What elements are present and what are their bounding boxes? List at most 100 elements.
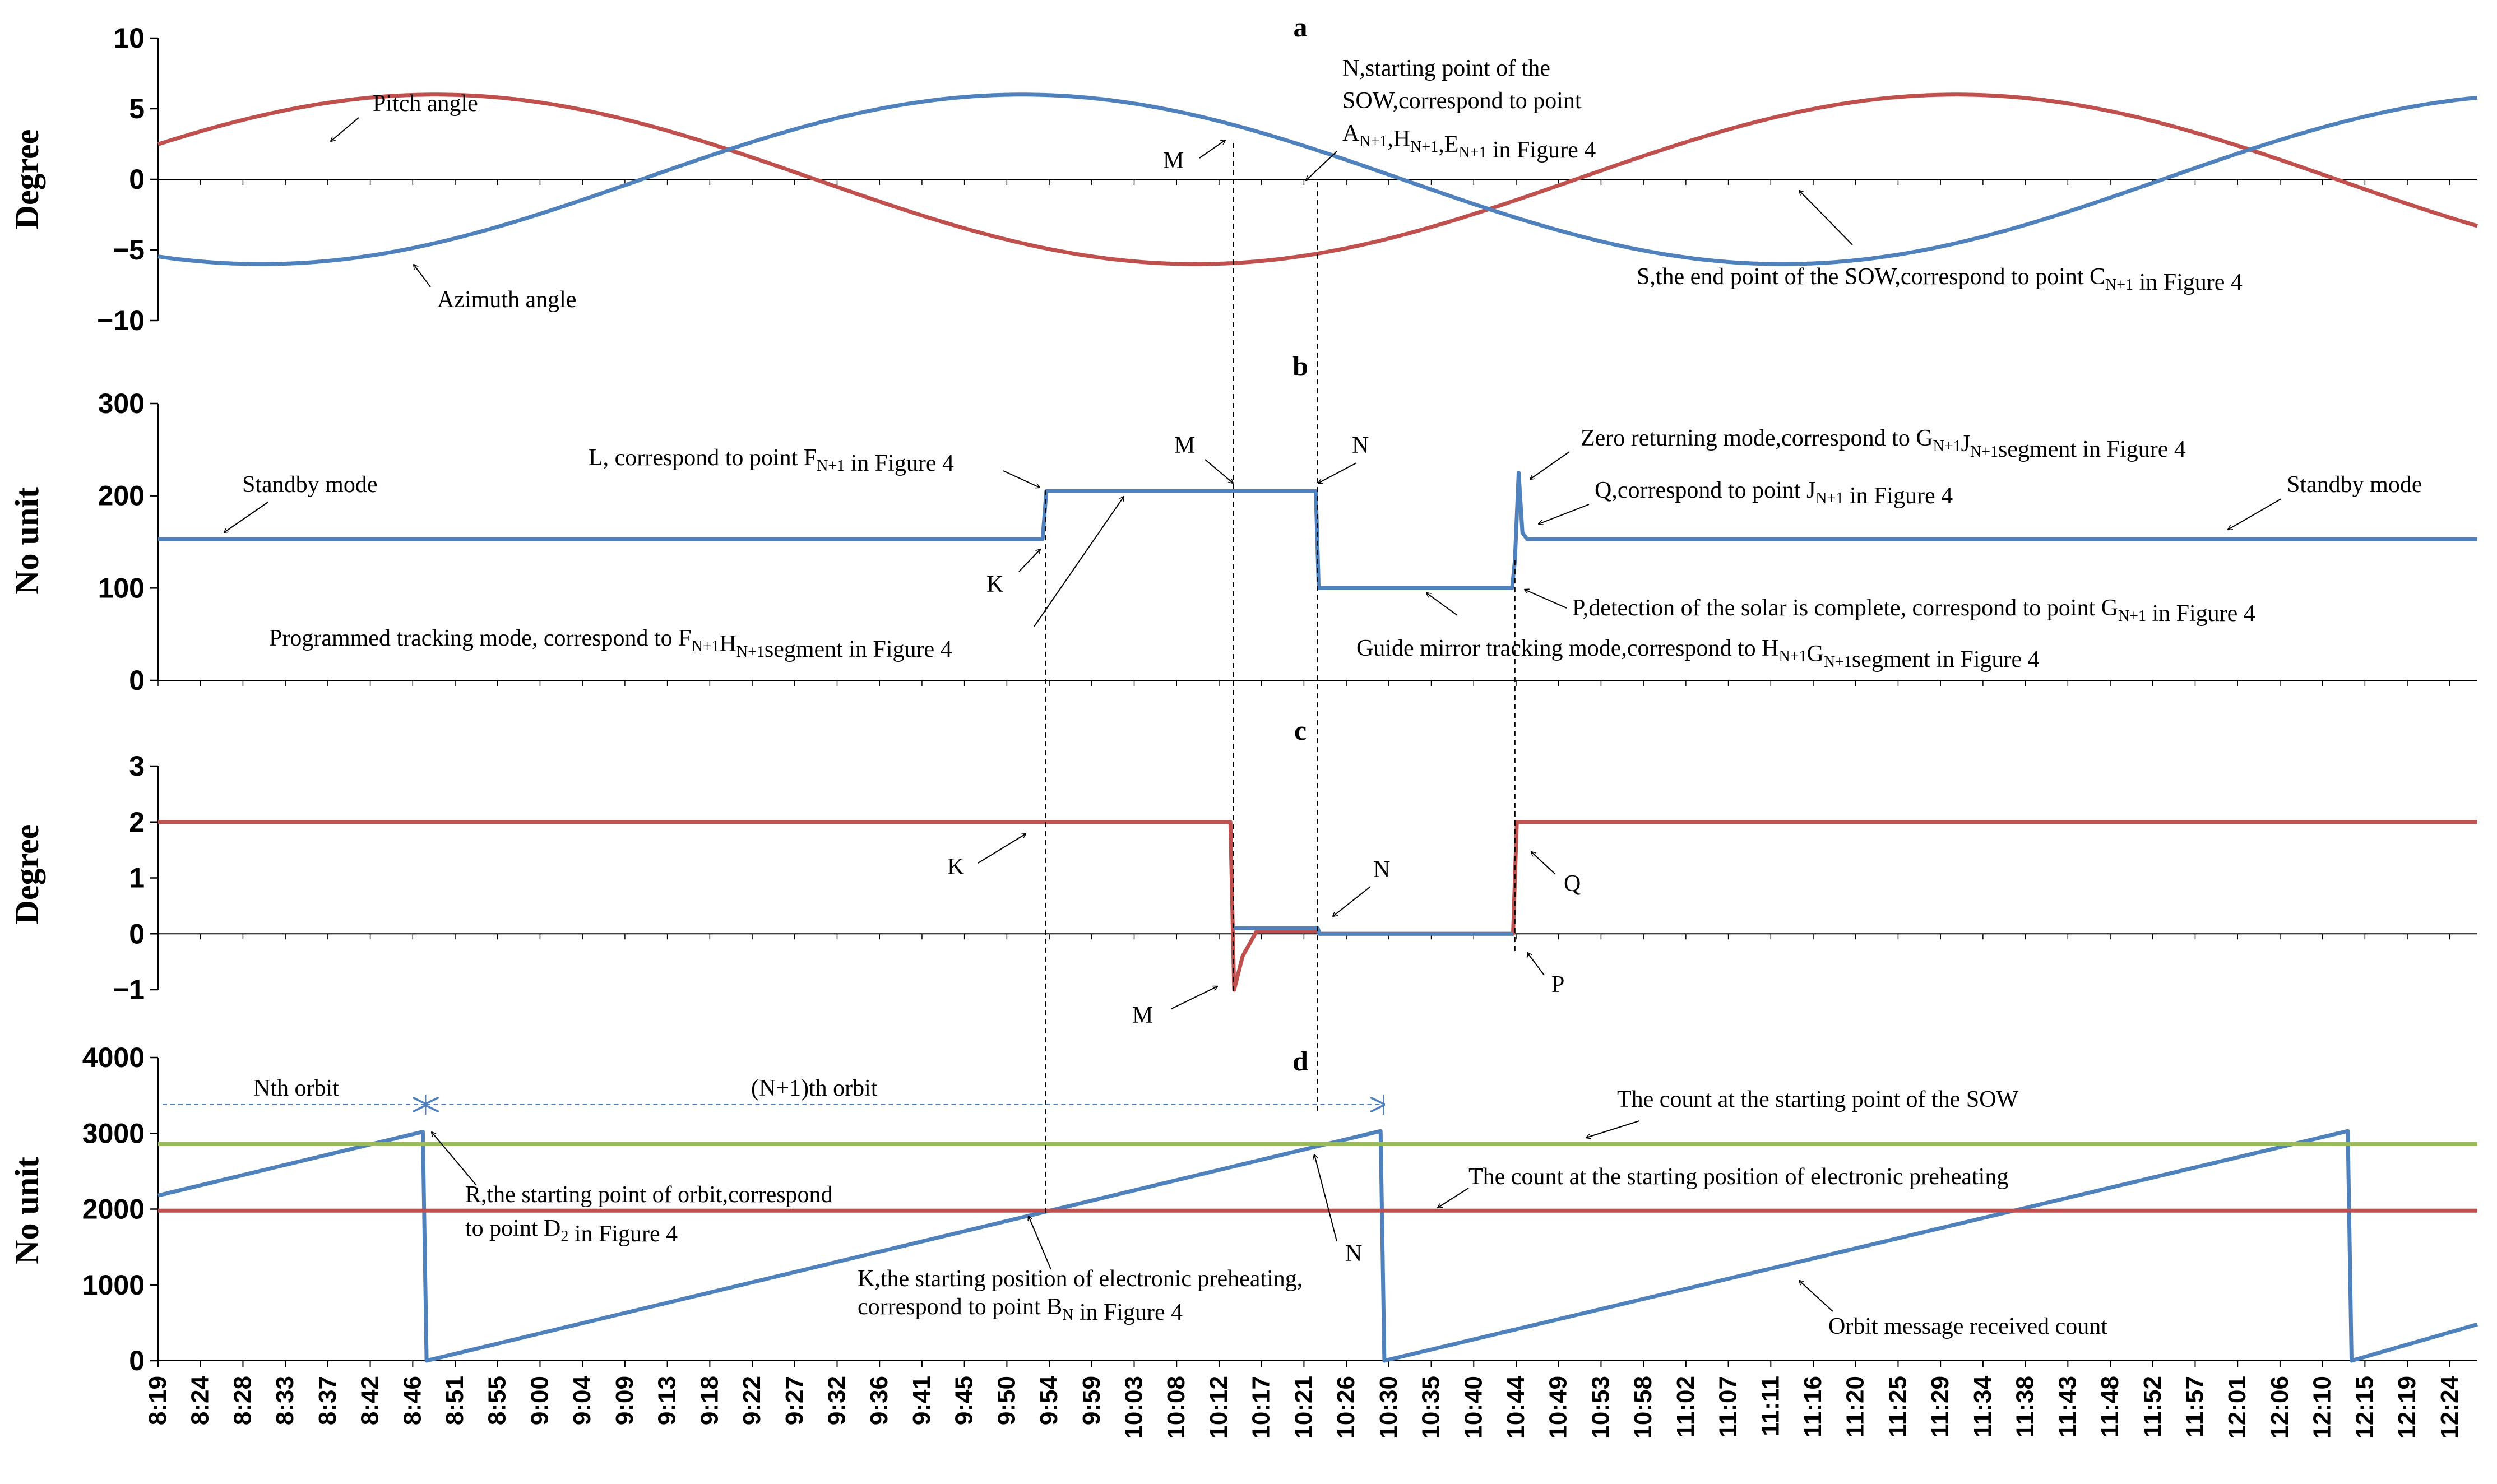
x-tick-label: 8:19 <box>144 1376 172 1425</box>
annotation-subscript: N+1 <box>2105 276 2133 294</box>
annotation-d-n1th: (N+1)th orbit <box>751 1075 878 1101</box>
x-tick-label: 9:59 <box>1078 1376 1105 1425</box>
annotation-arrow-d-sow <box>1586 1120 1640 1138</box>
annotation-subscript: N+1 <box>736 643 765 661</box>
panel-c-ylabel: Degree <box>8 824 45 925</box>
annotation-arrow-a-m <box>1199 140 1225 159</box>
x-tick-label: 10:30 <box>1375 1376 1402 1439</box>
panel-c: −1 0 1 2 3 Degree c K N Q M P <box>8 715 2477 1028</box>
x-tick-label: 12:10 <box>2309 1376 2336 1439</box>
x-tick-label: 9:18 <box>696 1376 723 1425</box>
annotation-b-q: Q,correspond to point JN+1 in Figure 4 <box>1595 477 1953 509</box>
annotation-text-part: Q <box>1564 871 1581 897</box>
panel-b: 0 100 200 300 No unit b Standby mode L, corresp… <box>8 350 2477 696</box>
annotation-text-part: N <box>1373 857 1390 883</box>
annotation-arrow-b-standby1 <box>224 502 268 532</box>
annotation-subscript: N+1 <box>1778 648 1806 665</box>
x-tick-label: 8:37 <box>314 1376 341 1425</box>
y-tick-label: −10 <box>97 305 145 336</box>
annotation-a-n: N,starting point of the <box>1342 55 1550 81</box>
annotation-subscript: N+1 <box>2118 607 2146 625</box>
x-tick-label: 11:48 <box>2096 1376 2124 1437</box>
x-tick-label: 11:20 <box>1842 1376 1869 1437</box>
annotation-arrow-b-guide <box>1426 593 1458 616</box>
annotation-arrow-a-n <box>1306 151 1337 180</box>
x-tick-label: 10:17 <box>1248 1376 1275 1439</box>
annotation-text-part: ,E <box>1438 132 1458 157</box>
x-tick-label: 12:19 <box>2393 1376 2421 1439</box>
x-tick-label: 8:55 <box>484 1376 511 1425</box>
annotation-arrow-a-azimuth <box>414 265 431 287</box>
y-tick-label: 3 <box>129 750 145 782</box>
y-tick-label: −1 <box>113 974 145 1005</box>
x-tick-label: 9:45 <box>951 1376 978 1425</box>
x-tick-label: 11:29 <box>1926 1376 1954 1437</box>
x-tick-label: 9:36 <box>865 1376 893 1425</box>
y-tick-label: 1000 <box>82 1269 145 1301</box>
annotation-subscript: N+1 <box>1970 443 1998 461</box>
annotation-arrow-a-pitch <box>331 117 359 141</box>
annotation-subscript: N+1 <box>1359 133 1387 150</box>
annotation-text-part: Azimuth angle <box>437 287 576 313</box>
annotation-b-guide: Guide mirror tracking mode,correspond to… <box>1356 636 2040 673</box>
annotation-b-standby2: Standby mode <box>2287 472 2422 498</box>
annotation-arrow-d-k <box>1029 1216 1051 1270</box>
annotation-text-part: Pitch angle <box>373 91 478 117</box>
annotation-text-part: P,detection of the solar is complete, co… <box>1572 595 2118 621</box>
x-tick-label: 8:33 <box>271 1376 299 1425</box>
annotation-arrow-b-k <box>1018 549 1040 572</box>
panel-a-ylabel: Degree <box>8 129 45 230</box>
annotation-text-part: N <box>1345 1241 1362 1267</box>
annotation-arrow-c-k <box>978 834 1026 864</box>
annotation-text-part: H <box>720 631 736 657</box>
series-orbit-message-received-count <box>157 1129 2478 1363</box>
y-tick-label: 10 <box>113 22 145 54</box>
x-tick-label: 9:27 <box>781 1376 808 1425</box>
annotation-subscript: N <box>1062 1306 1073 1324</box>
annotation-subscript: N+1 <box>1410 138 1438 156</box>
x-tick-label: 8:24 <box>187 1375 214 1425</box>
x-tick-label: 12:15 <box>2351 1376 2378 1439</box>
annotation-text-part: Nth orbit <box>253 1075 339 1101</box>
annotation-arrow-b-n <box>1318 462 1357 483</box>
x-tick-label: 11:07 <box>1715 1376 1742 1437</box>
x-axis-labels: 8:19 8:24 8:28 8:33 8:37 8:42 8:46 8:51 8:55 9:00… <box>144 1361 2463 1439</box>
annotation-text-part: The count at the starting point of the S… <box>1617 1087 2019 1112</box>
annotation-subscript: N+1 <box>1933 438 1961 455</box>
annotation-text-part: segment in Figure 4 <box>1998 437 2186 462</box>
annotation-d-sow: The count at the starting point of the S… <box>1617 1087 2019 1112</box>
x-tick-label: 9:41 <box>908 1376 935 1425</box>
annotation-text-part: in Figure 4 <box>845 451 954 476</box>
annotation-text-part: M <box>1132 1003 1153 1028</box>
annotation-arrow-c-p <box>1527 953 1545 976</box>
annotation-text-part: in Figure 4 <box>2146 601 2255 627</box>
x-tick-label: 10:44 <box>1502 1375 1530 1439</box>
annotation-b-m: M <box>1174 433 1195 458</box>
annotation-d-n: N <box>1345 1241 1362 1267</box>
x-tick-label: 9:04 <box>568 1375 596 1425</box>
annotation-text-part: in Figure 4 <box>1486 137 1596 163</box>
annotation-text-part: J <box>1961 431 1970 457</box>
annotation-arrow-b-q <box>1539 504 1590 524</box>
annotation-b-k: K <box>986 572 1003 597</box>
annotation-c-k: K <box>947 854 964 880</box>
x-tick-label: 9:32 <box>823 1376 850 1425</box>
annotation-c-q: Q <box>1564 871 1581 897</box>
x-tick-label: 11:52 <box>2139 1376 2166 1437</box>
x-tick-label: 9:22 <box>738 1376 766 1425</box>
annotation-text-part: G <box>1806 641 1823 667</box>
series-mode <box>158 471 2477 590</box>
x-tick-label: 9:50 <box>993 1376 1020 1425</box>
x-tick-label: 8:46 <box>399 1376 426 1425</box>
annotation-a-n: AN+1,HN+1,EN+1 in Figure 4 <box>1342 120 1596 163</box>
annotation-d-k: correspond to point BN in Figure 4 <box>858 1294 1183 1325</box>
annotation-text-part: K,the starting position of electronic pr… <box>858 1266 1303 1292</box>
panel-d: 0 1000 2000 3000 4000 No unit d Nth orbit (N+1)t… <box>8 1042 2478 1376</box>
annotation-a-n: SOW,correspond to point <box>1342 88 1582 114</box>
annotation-arrow-b-prog <box>1034 497 1124 627</box>
annotation-text-part: Standby mode <box>242 472 377 498</box>
y-tick-label: 5 <box>129 93 145 124</box>
y-tick-label: 3000 <box>82 1117 145 1149</box>
annotation-b-zero: Zero returning mode,correspond to GN+1JN… <box>1581 425 2186 462</box>
annotation-arrow-d-orbit <box>1799 1281 1833 1312</box>
